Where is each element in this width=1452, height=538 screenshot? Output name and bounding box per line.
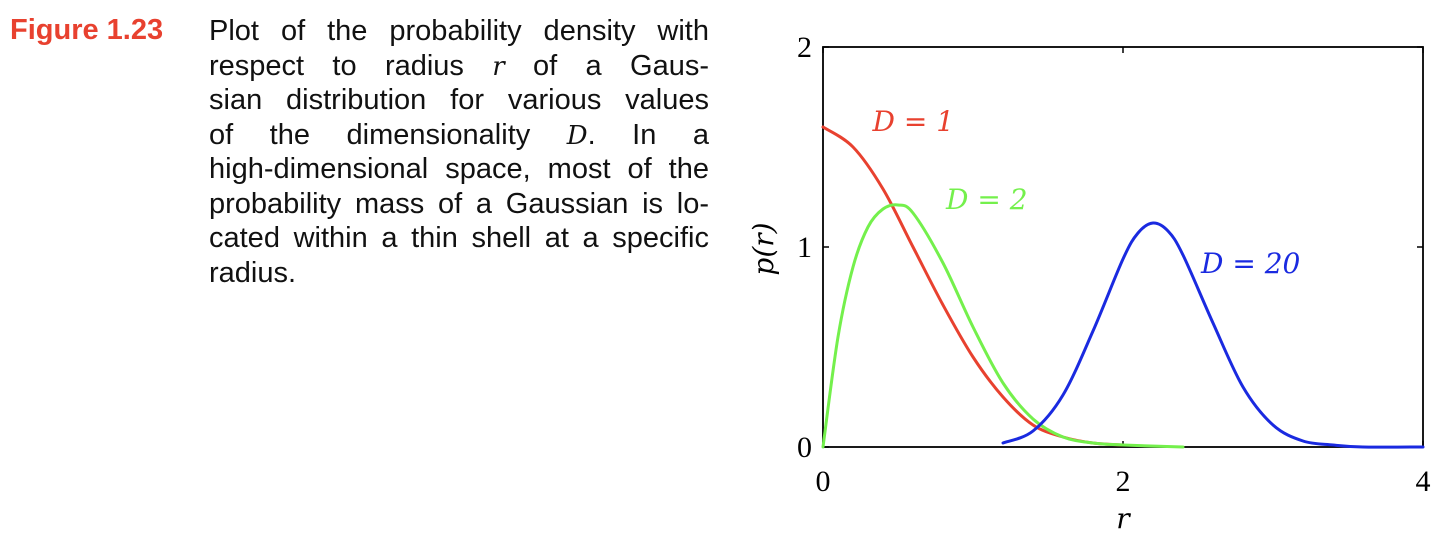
series-annotation: D = 1 bbox=[872, 105, 955, 138]
caption-text: of a Gaus- bbox=[504, 49, 709, 82]
caption-line: high-dimensional space, most of the bbox=[209, 152, 709, 187]
x-tick-label: 0 bbox=[816, 465, 831, 498]
caption-text: high-dimensional space, most of the bbox=[209, 153, 709, 185]
y-axis-label: p(r) bbox=[747, 222, 780, 275]
caption-math: r bbox=[492, 51, 505, 82]
caption-text: . In a bbox=[587, 118, 709, 151]
plot-series bbox=[821, 125, 1425, 449]
series-annotation: D = 2 bbox=[945, 183, 1028, 216]
caption-line: sian distribution for various values bbox=[209, 83, 709, 118]
caption-text: respect to radius bbox=[209, 49, 493, 82]
caption-line: Plot of the probability density with bbox=[209, 14, 709, 49]
series-line-d2 bbox=[821, 203, 1185, 449]
series-annotation: D = 20 bbox=[1200, 247, 1300, 280]
caption-line: of the dimensionality D. In a bbox=[209, 118, 709, 153]
figure-label: Figure 1.23 bbox=[10, 14, 164, 46]
y-tick-label: 0 bbox=[797, 431, 812, 464]
plot-labels: 0 2 4 0 1 2 r p(r) D = 1 D = 2 D = 20 bbox=[747, 31, 1431, 535]
x-tick-label: 2 bbox=[1116, 465, 1131, 498]
figure-caption: Plot of the probability density with resp… bbox=[209, 14, 709, 290]
y-tick-label: 1 bbox=[797, 231, 812, 264]
x-tick-label: 4 bbox=[1416, 465, 1431, 498]
y-tick-label: 2 bbox=[797, 31, 812, 64]
caption-math: D bbox=[566, 120, 588, 151]
caption-text: probability mass of a Gaussian is lo- bbox=[209, 187, 709, 220]
caption-text: radius. bbox=[209, 256, 297, 289]
caption-text: cated within a thin shell at a specific bbox=[209, 222, 709, 254]
caption-line: radius. bbox=[209, 256, 709, 291]
caption-text: sian distribution for various values bbox=[209, 84, 709, 116]
caption-line: probability mass of a Gaussian is lo- bbox=[209, 187, 709, 222]
caption-line: cated within a thin shell at a specific bbox=[209, 221, 709, 256]
caption-line: respect to radius r of a Gaus- bbox=[209, 49, 709, 84]
caption-text: of the dimensionality bbox=[209, 118, 567, 151]
x-axis-label: r bbox=[1116, 502, 1131, 535]
series-line-d20 bbox=[1001, 221, 1425, 449]
caption-text: Plot of the probability density with bbox=[209, 15, 709, 47]
series-line-d1 bbox=[821, 125, 1125, 447]
